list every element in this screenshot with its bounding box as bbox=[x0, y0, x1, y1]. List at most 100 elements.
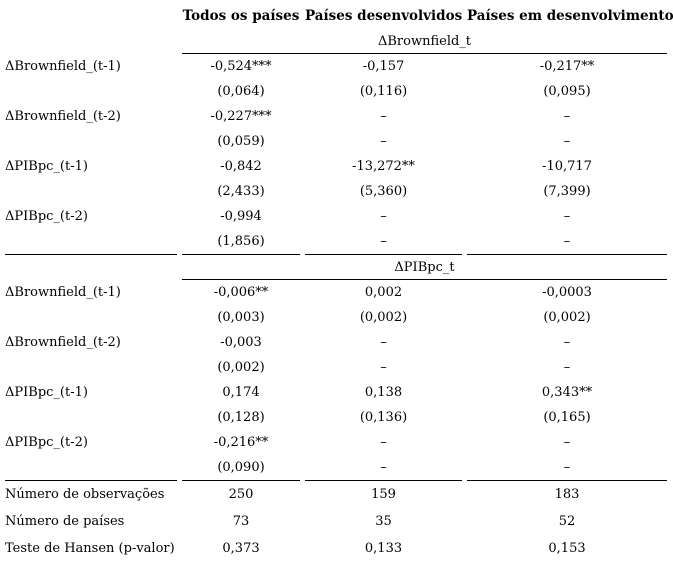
cell-desenvolvidos: – bbox=[380, 435, 387, 450]
cell-desenvolvidos: 0,138 bbox=[364, 385, 403, 400]
row-label bbox=[5, 305, 177, 330]
cell-em-desenvolvimento: – bbox=[563, 435, 571, 450]
cell-em-desenvolvimento: – bbox=[563, 209, 571, 224]
table-row: (0,003) (0,002) (0,002) bbox=[5, 305, 667, 330]
column-header-paises-desenvolvidos: Países desenvolvidos bbox=[305, 7, 463, 24]
row-label: ΔBrownfield_(t-2) bbox=[5, 109, 121, 124]
cell-em-desenvolvimento: 0,343** bbox=[541, 385, 593, 400]
cell-em-desenvolvimento: – bbox=[563, 109, 571, 124]
summary-row-countries: Número de países 73 35 52 bbox=[5, 508, 667, 535]
panel-title-row: ΔPIBpc_t bbox=[5, 255, 667, 280]
column-header-empty bbox=[5, 2, 177, 29]
cell-todos: -0,003 bbox=[220, 335, 262, 350]
panel-title-spacer bbox=[5, 255, 177, 280]
cell-desenvolvidos: (0,002) bbox=[359, 310, 408, 325]
column-header-row: Todos os países Países desenvolvidos Paí… bbox=[5, 2, 673, 29]
cell-em-desenvolvimento: – bbox=[563, 134, 571, 149]
table-row: ΔBrownfield_(t-1) -0,524*** -0,157 -0,21… bbox=[5, 54, 667, 79]
row-label bbox=[5, 355, 177, 380]
row-label: Número de observações bbox=[5, 487, 165, 502]
cell-desenvolvidos: -0,157 bbox=[362, 59, 405, 74]
cell-todos: -0,216** bbox=[213, 435, 269, 450]
cell-todos: 73 bbox=[232, 514, 250, 529]
cell-em-desenvolvimento: -10,717 bbox=[542, 159, 592, 174]
panel-title-row: ΔBrownfield_t bbox=[5, 29, 667, 54]
cell-em-desenvolvimento: (0,165) bbox=[543, 410, 591, 425]
row-label: ΔBrownfield_(t-1) bbox=[5, 285, 121, 300]
table-row: (1,856) – – bbox=[5, 229, 667, 255]
cell-em-desenvolvimento: 183 bbox=[554, 487, 580, 502]
summary-row-hansen-test: Teste de Hansen (p-valor) 0,373 0,133 0,… bbox=[5, 535, 667, 562]
panel-2-title: ΔPIBpc_t bbox=[182, 255, 667, 280]
table-row: ΔPIBpc_(t-2) -0,994 – – bbox=[5, 204, 667, 229]
panel-1-title: ΔBrownfield_t bbox=[182, 29, 667, 54]
cell-desenvolvidos: – bbox=[380, 335, 387, 350]
cell-todos: 0,174 bbox=[222, 385, 260, 400]
cell-em-desenvolvimento: (0,095) bbox=[543, 84, 591, 99]
cell-todos: -0,524*** bbox=[210, 59, 272, 74]
cell-todos: -0,227*** bbox=[210, 109, 272, 124]
cell-desenvolvidos: (0,116) bbox=[359, 84, 408, 99]
cell-desenvolvidos: – bbox=[380, 209, 387, 224]
table-row: ΔBrownfield_(t-1) -0,006** 0,002 -0,0003 bbox=[5, 280, 667, 305]
cell-desenvolvidos: 0,002 bbox=[364, 285, 403, 300]
table-row: (0,059) – – bbox=[5, 129, 667, 154]
cell-em-desenvolvimento: – bbox=[467, 229, 667, 255]
cell-em-desenvolvimento: -0,0003 bbox=[542, 285, 592, 300]
table-row: (0,064) (0,116) (0,095) bbox=[5, 79, 667, 104]
cell-todos: -0,994 bbox=[220, 209, 262, 224]
cell-em-desenvolvimento: – bbox=[563, 335, 571, 350]
cell-todos: 250 bbox=[228, 487, 254, 502]
cell-em-desenvolvimento: – bbox=[467, 455, 667, 481]
row-label bbox=[5, 179, 177, 204]
table-row: ΔPIBpc_(t-2) -0,216** – – bbox=[5, 430, 667, 455]
cell-todos: -0,842 bbox=[220, 159, 262, 174]
row-label: ΔPIBpc_(t-2) bbox=[5, 435, 88, 450]
row-label: ΔBrownfield_(t-1) bbox=[5, 59, 121, 74]
cell-em-desenvolvimento: – bbox=[563, 360, 571, 375]
cell-todos: (1,856) bbox=[182, 229, 300, 255]
cell-todos: (0,003) bbox=[217, 310, 265, 325]
cell-todos: (0,059) bbox=[217, 134, 265, 149]
column-header-todos-os-paises: Todos os países bbox=[182, 7, 300, 24]
cell-todos: (0,064) bbox=[217, 84, 265, 99]
cell-desenvolvidos: – bbox=[305, 229, 462, 255]
column-header-paises-em-desenvolvimento: Países em desenvolvimento bbox=[467, 7, 673, 24]
cell-todos: 0,373 bbox=[222, 541, 260, 556]
table-row: (0,090) – – bbox=[5, 455, 667, 481]
cell-todos: (0,128) bbox=[217, 410, 265, 425]
table-row: (0,002) – – bbox=[5, 355, 667, 380]
cell-todos: (0,002) bbox=[217, 360, 265, 375]
row-label bbox=[5, 229, 177, 255]
table-row: ΔPIBpc_(t-1) 0,174 0,138 0,343** bbox=[5, 380, 667, 405]
panel-title-spacer bbox=[5, 29, 177, 54]
cell-desenvolvidos: (0,136) bbox=[359, 410, 408, 425]
cell-em-desenvolvimento: (7,399) bbox=[543, 184, 591, 199]
row-label: Teste de Hansen (p-valor) bbox=[5, 541, 175, 556]
cell-desenvolvidos: 0,133 bbox=[364, 541, 403, 556]
cell-em-desenvolvimento: 52 bbox=[558, 514, 576, 529]
cell-desenvolvidos: – bbox=[380, 109, 387, 124]
row-label bbox=[5, 405, 177, 430]
row-label bbox=[5, 79, 177, 104]
cell-em-desenvolvimento: -0,217** bbox=[539, 59, 595, 74]
row-label: ΔBrownfield_(t-2) bbox=[5, 335, 121, 350]
table-row: (0,128) (0,136) (0,165) bbox=[5, 405, 667, 430]
table-row: ΔBrownfield_(t-2) -0,227*** – – bbox=[5, 104, 667, 129]
cell-desenvolvidos: -13,272** bbox=[352, 159, 415, 174]
cell-desenvolvidos: – bbox=[305, 455, 462, 481]
cell-todos: -0,006** bbox=[213, 285, 269, 300]
cell-todos: (2,433) bbox=[217, 184, 265, 199]
cell-desenvolvidos: 35 bbox=[375, 514, 392, 529]
row-label bbox=[5, 129, 177, 154]
summary-row-observations: Número de observações 250 159 183 bbox=[5, 481, 667, 508]
cell-em-desenvolvimento: 0,153 bbox=[548, 541, 586, 556]
table-row: (2,433) (5,360) (7,399) bbox=[5, 179, 667, 204]
cell-desenvolvidos: 159 bbox=[371, 487, 396, 502]
row-label: Número de países bbox=[5, 514, 125, 529]
cell-desenvolvidos: (5,360) bbox=[359, 184, 408, 199]
table-row: ΔPIBpc_(t-1) -0,842 -13,272** -10,717 bbox=[5, 154, 667, 179]
cell-desenvolvidos: – bbox=[380, 134, 387, 149]
